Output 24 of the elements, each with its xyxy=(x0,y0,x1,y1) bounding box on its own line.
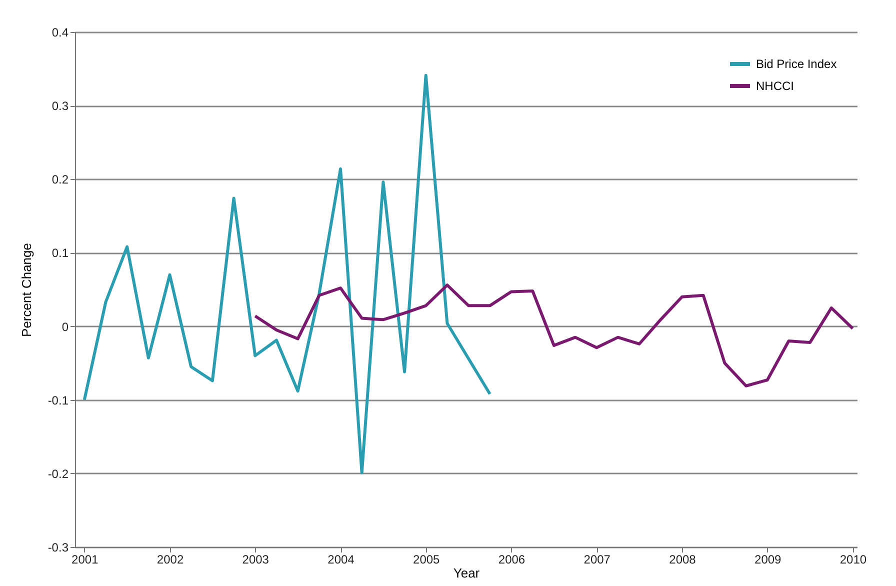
y-tick-label: 0.2 xyxy=(52,172,69,187)
x-tick-label: 2008 xyxy=(669,552,696,566)
x-tick-label: 2010 xyxy=(840,552,867,566)
y-tick-label: 0.3 xyxy=(52,99,69,114)
y-tick-label: -0.2 xyxy=(48,466,69,481)
legend-label: NHCCI xyxy=(756,79,794,93)
x-tick-label: 2003 xyxy=(242,552,270,566)
x-tick-label: 2005 xyxy=(413,552,440,566)
y-tick-label: 0 xyxy=(62,320,69,334)
y-tick-label: -0.1 xyxy=(48,393,69,408)
x-tick-label: 2009 xyxy=(754,552,782,566)
x-axis-title: Year xyxy=(453,566,480,580)
y-tick-label: -0.3 xyxy=(48,540,69,554)
line-series xyxy=(254,284,854,388)
x-tick-label: 2001 xyxy=(72,552,99,566)
x-tick-label: 2006 xyxy=(498,552,526,566)
x-tick-label: 2004 xyxy=(328,552,355,566)
x-tick-label: 2007 xyxy=(584,552,611,566)
legend-label: Bid Price Index xyxy=(756,57,837,71)
y-tick-label: 0.1 xyxy=(52,246,69,260)
x-tick-label: 2002 xyxy=(156,552,184,566)
y-tick-label: 0.4 xyxy=(52,26,69,40)
y-axis-title: Percent Change xyxy=(18,243,34,337)
line-series xyxy=(82,74,492,474)
